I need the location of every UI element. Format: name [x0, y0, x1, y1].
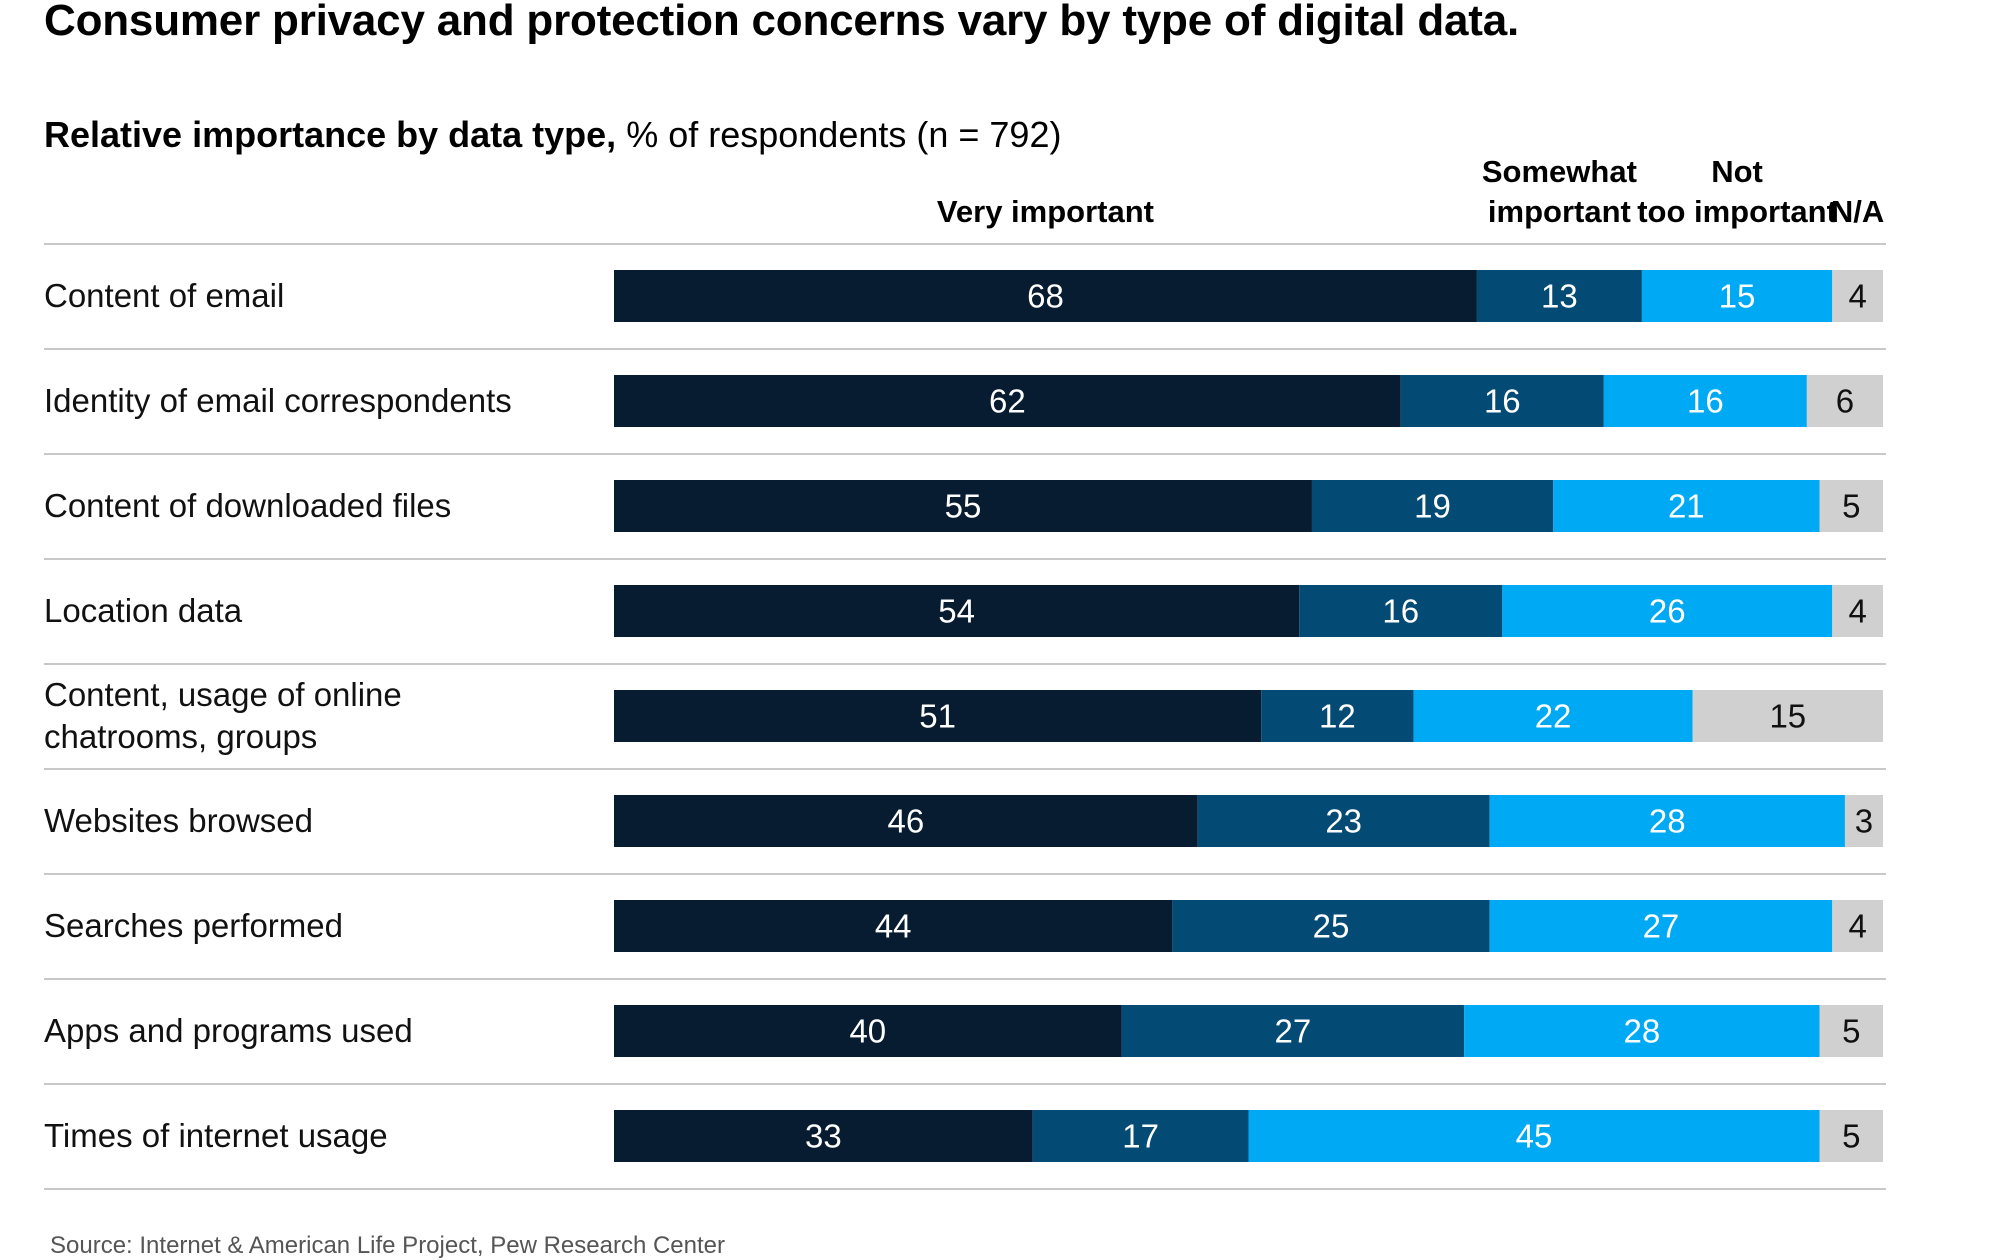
data-label-content-of-downloaded-files-not-too-important: 21 [1668, 488, 1705, 525]
legend-header-n-a: N/A [1831, 194, 1884, 229]
data-label-identity-of-email-correspondents-n-a: 6 [1836, 383, 1854, 420]
bar-searches-performed-n-a [1832, 900, 1883, 952]
bar-apps-and-programs-used-very-important [614, 1005, 1122, 1057]
bar-searches-performed-very-important [614, 900, 1173, 952]
bar-content-of-email-somewhat-important [1476, 270, 1642, 322]
category-label-identity-of-email-correspondents: Identity of email correspondents [44, 382, 512, 419]
category-label-times-of-internet-usage: Times of internet usage [44, 1117, 388, 1154]
data-label-apps-and-programs-used-n-a: 5 [1842, 1013, 1860, 1050]
data-label-times-of-internet-usage-not-too-important: 45 [1516, 1118, 1553, 1155]
data-label-content-of-email-very-important: 68 [1027, 278, 1064, 315]
bar-content-of-downloaded-files-somewhat-important [1311, 480, 1554, 532]
data-label-content-usage-of-online-chatrooms-groups-not-too-important: 22 [1535, 698, 1572, 735]
category-label-content-of-downloaded-files: Content of downloaded files [44, 487, 451, 524]
bar-times-of-internet-usage-not-too-important [1248, 1110, 1820, 1162]
data-label-times-of-internet-usage-very-important: 33 [805, 1118, 842, 1155]
data-label-times-of-internet-usage-somewhat-important: 17 [1122, 1118, 1159, 1155]
source-note: Source: Internet & American Life Project… [50, 1232, 725, 1259]
bar-websites-browsed-somewhat-important [1197, 795, 1490, 847]
data-label-websites-browsed-n-a: 3 [1855, 803, 1873, 840]
data-label-websites-browsed-somewhat-important: 23 [1325, 803, 1362, 840]
data-label-content-of-downloaded-files-somewhat-important: 19 [1414, 488, 1451, 525]
data-label-content-usage-of-online-chatrooms-groups-n-a: 15 [1769, 698, 1806, 735]
data-label-searches-performed-n-a: 4 [1848, 908, 1866, 945]
data-label-location-data-n-a: 4 [1848, 593, 1866, 630]
category-label-websites-browsed: Websites browsed [44, 802, 313, 839]
bar-identity-of-email-correspondents-not-too-important [1603, 375, 1807, 427]
data-label-times-of-internet-usage-n-a: 5 [1842, 1118, 1860, 1155]
bar-identity-of-email-correspondents-somewhat-important [1400, 375, 1604, 427]
data-label-searches-performed-very-important: 44 [875, 908, 912, 945]
data-label-searches-performed-somewhat-important: 25 [1313, 908, 1350, 945]
data-label-websites-browsed-not-too-important: 28 [1649, 803, 1686, 840]
data-label-location-data-somewhat-important: 16 [1382, 593, 1419, 630]
bar-apps-and-programs-used-somewhat-important [1121, 1005, 1465, 1057]
category-label-content-usage-of-online-chatrooms-groups: Content, usage of online chatrooms, group… [44, 676, 402, 755]
bar-searches-performed-somewhat-important [1172, 900, 1490, 952]
bar-websites-browsed-n-a [1844, 795, 1883, 847]
data-label-location-data-very-important: 54 [938, 593, 975, 630]
bar-apps-and-programs-used-not-too-important [1464, 1005, 1820, 1057]
legend-header-very-important: Very important [937, 194, 1154, 229]
bar-websites-browsed-very-important [614, 795, 1198, 847]
bar-identity-of-email-correspondents-n-a [1806, 375, 1883, 427]
data-label-websites-browsed-very-important: 46 [888, 803, 925, 840]
chart-subtitle: Relative importance by data type, % of r… [44, 114, 1061, 156]
legend-header-somewhat-important: Somewhat important [1482, 154, 1637, 229]
bar-searches-performed-not-too-important [1489, 900, 1833, 952]
bar-location-data-very-important [614, 585, 1300, 637]
bar-content-of-downloaded-files-not-too-important [1553, 480, 1820, 532]
data-label-content-of-downloaded-files-n-a: 5 [1842, 488, 1860, 525]
data-label-searches-performed-not-too-important: 27 [1643, 908, 1680, 945]
bar-content-usage-of-online-chatrooms-groups-somewhat-important [1261, 690, 1414, 742]
bar-content-of-email-not-too-important [1641, 270, 1833, 322]
data-label-location-data-not-too-important: 26 [1649, 593, 1686, 630]
bar-content-of-downloaded-files-n-a [1819, 480, 1883, 532]
data-label-apps-and-programs-used-very-important: 40 [849, 1013, 886, 1050]
data-label-identity-of-email-correspondents-not-too-important: 16 [1687, 383, 1724, 420]
bar-apps-and-programs-used-n-a [1819, 1005, 1883, 1057]
data-label-content-usage-of-online-chatrooms-groups-somewhat-important: 12 [1319, 698, 1356, 735]
bar-times-of-internet-usage-somewhat-important [1032, 1110, 1249, 1162]
bar-websites-browsed-not-too-important [1489, 795, 1845, 847]
bar-location-data-not-too-important [1502, 585, 1833, 637]
bar-content-usage-of-online-chatrooms-groups-not-too-important [1413, 690, 1693, 742]
category-label-location-data: Location data [44, 592, 243, 629]
data-label-apps-and-programs-used-not-too-important: 28 [1624, 1013, 1661, 1050]
bar-location-data-somewhat-important [1299, 585, 1503, 637]
subtitle-rest: % of respondents (n = 792) [616, 114, 1062, 155]
bar-times-of-internet-usage-n-a [1819, 1110, 1883, 1162]
legend-header-not-too-important: Not too important [1637, 154, 1837, 229]
category-label-searches-performed: Searches performed [44, 907, 343, 944]
bar-content-usage-of-online-chatrooms-groups-n-a [1692, 690, 1883, 742]
bar-times-of-internet-usage-very-important [614, 1110, 1033, 1162]
bar-content-of-email-very-important [614, 270, 1477, 322]
data-label-content-of-downloaded-files-very-important: 55 [945, 488, 982, 525]
bar-location-data-n-a [1832, 585, 1883, 637]
data-label-content-of-email-not-too-important: 15 [1719, 278, 1756, 315]
data-label-apps-and-programs-used-somewhat-important: 27 [1275, 1013, 1312, 1050]
category-label-apps-and-programs-used: Apps and programs used [44, 1012, 413, 1049]
data-label-identity-of-email-correspondents-somewhat-important: 16 [1484, 383, 1521, 420]
bar-identity-of-email-correspondents-very-important [614, 375, 1401, 427]
data-label-identity-of-email-correspondents-very-important: 62 [989, 383, 1026, 420]
data-label-content-of-email-somewhat-important: 13 [1541, 278, 1578, 315]
bar-content-of-downloaded-files-very-important [614, 480, 1312, 532]
data-label-content-usage-of-online-chatrooms-groups-very-important: 51 [919, 698, 956, 735]
chart-title: Consumer privacy and protection concerns… [44, 0, 1520, 45]
category-label-content-of-email: Content of email [44, 277, 284, 314]
subtitle-bold: Relative importance by data type, [44, 114, 617, 155]
bar-content-of-email-n-a [1832, 270, 1883, 322]
data-label-content-of-email-n-a: 4 [1848, 278, 1866, 315]
bar-content-usage-of-online-chatrooms-groups-very-important [614, 690, 1262, 742]
